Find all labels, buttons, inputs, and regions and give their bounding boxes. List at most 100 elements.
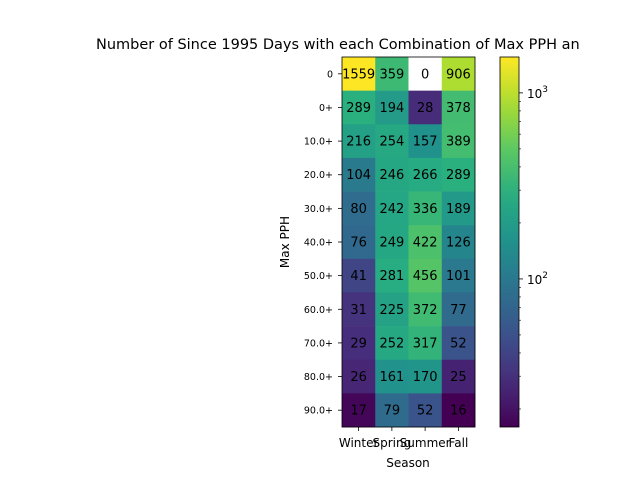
- y-tick-label: 70.0+: [304, 338, 333, 349]
- heatmap-cell: [342, 292, 376, 327]
- y-axis-label: Max PPH: [278, 216, 292, 268]
- cell-value-label: 336: [413, 202, 438, 217]
- heatmap-cell: [342, 157, 376, 192]
- heatmap-cell: [375, 292, 409, 327]
- y-tick-label: 0+: [319, 103, 333, 114]
- heatmap-cell: [342, 359, 376, 394]
- cell-value-label: 76: [350, 236, 367, 251]
- cell-value-label: 0: [421, 67, 429, 82]
- heatmap-cell: [441, 225, 476, 260]
- cell-value-label: 41: [350, 269, 367, 284]
- cell-value-label: 189: [446, 202, 471, 217]
- y-tick-label: 80.0+: [304, 372, 333, 383]
- cell-value-label: 242: [379, 202, 404, 217]
- cell-value-label: 161: [379, 370, 404, 385]
- heatmap-cell: [441, 191, 476, 226]
- cell-value-label: 17: [350, 404, 367, 419]
- y-tick-label: 30.0+: [304, 204, 333, 215]
- cell-value-label: 372: [413, 303, 438, 318]
- heatmap-cell: [342, 57, 376, 91]
- heatmap-cell: [342, 225, 376, 260]
- y-tick-label: 0: [327, 69, 333, 80]
- y-tick-label: 50.0+: [304, 271, 333, 282]
- heatmap-cell: [342, 191, 376, 226]
- heatmap-cell: [342, 258, 376, 293]
- x-axis-label: Season: [386, 456, 430, 470]
- heatmap-cells: [342, 57, 476, 428]
- cell-value-label: 281: [379, 269, 404, 284]
- cell-value-label: 25: [450, 370, 467, 385]
- cell-value-label: 101: [446, 269, 471, 284]
- heatmap-cell: [408, 225, 443, 260]
- cell-value-label: 31: [350, 303, 367, 318]
- cell-value-label: 289: [446, 168, 471, 183]
- heatmap-cell: [375, 393, 409, 428]
- cell-value-label: 246: [379, 168, 404, 183]
- heatmap-cell: [441, 359, 476, 394]
- heatmap-cell: [342, 326, 376, 361]
- heatmap-cell: [441, 124, 476, 159]
- cell-value-label: 1559: [342, 67, 375, 82]
- heatmap-cell: [441, 292, 476, 327]
- y-tick-label: 10.0+: [304, 137, 333, 148]
- heatmap-cell: [441, 157, 476, 192]
- heatmap-cell: [408, 157, 443, 192]
- heatmap-cell: [408, 90, 443, 125]
- heatmap-cell: [441, 326, 476, 361]
- heatmap-cell: [342, 393, 376, 428]
- cell-value-label: 216: [346, 135, 371, 150]
- heatmap-cell: [408, 359, 443, 394]
- colorbar-tick-label: 102: [527, 271, 548, 287]
- heatmap-cell: [441, 90, 476, 125]
- colorbar: [499, 56, 520, 428]
- y-tick-label: 40.0+: [304, 238, 333, 249]
- cell-value-label: 378: [446, 101, 471, 116]
- y-tick-label: 90.0+: [304, 406, 333, 417]
- cell-value-label: 289: [346, 101, 371, 116]
- cell-value-label: 104: [346, 168, 371, 183]
- heatmap-cell: [408, 124, 443, 159]
- colorbar-tick-label: 103: [527, 85, 548, 101]
- heatmap-cell: [342, 124, 376, 159]
- x-tick-label: Spring: [373, 436, 412, 450]
- heatmap-cell: [408, 191, 443, 226]
- cell-value-label: 254: [379, 135, 404, 150]
- heatmap-cell: [408, 57, 443, 91]
- cell-value-label: 249: [379, 236, 404, 251]
- cell-value-label: 422: [413, 236, 438, 251]
- heatmap-cell: [375, 57, 409, 91]
- cell-value-label: 77: [450, 303, 467, 318]
- cell-value-label: 126: [446, 236, 471, 251]
- heatmap-cell: [375, 258, 409, 293]
- y-tick-label: 20.0+: [304, 170, 333, 181]
- cell-value-label: 52: [417, 404, 434, 419]
- heatmap-cell: [342, 90, 376, 125]
- heatmap-cell: [408, 258, 443, 293]
- cell-value-label: 157: [413, 135, 438, 150]
- heatmap-cell: [375, 90, 409, 125]
- x-tick-label: Winter: [339, 436, 379, 450]
- x-tick-label: Summer: [400, 436, 451, 450]
- heatmap-cell: [375, 191, 409, 226]
- cell-value-label: 225: [379, 303, 404, 318]
- heatmap-cell: [375, 359, 409, 394]
- cell-value-label: 26: [350, 370, 367, 385]
- heatmap-cell: [408, 393, 443, 428]
- heatmap-cell: [408, 292, 443, 327]
- heatmap-cell-labels: 1559 359 0 906 289 194 28 378 216 254 157 389 104 246…: [342, 67, 471, 418]
- cell-value-label: 266: [413, 168, 438, 183]
- heatmap-cell: [441, 258, 476, 293]
- cell-value-label: 252: [379, 336, 404, 351]
- heatmap-cell: [375, 225, 409, 260]
- cell-value-label: 170: [413, 370, 438, 385]
- chart-title: Number of Since 1995 Days with each Comb…: [96, 37, 580, 53]
- y-axis: 0 0+ 10.0+ 20.0+ 30.0+ 40.0+ 50.0+ 60.0+ 70.0+ 80…: [304, 69, 342, 417]
- cell-value-label: 79: [384, 404, 401, 419]
- heatmap-cell: [441, 57, 476, 91]
- cell-value-label: 389: [446, 135, 471, 150]
- heatmap-cell: [375, 124, 409, 159]
- colorbar-ticks: 102 103: [519, 85, 548, 410]
- heatmap-cell: [408, 326, 443, 361]
- cell-value-label: 317: [413, 336, 438, 351]
